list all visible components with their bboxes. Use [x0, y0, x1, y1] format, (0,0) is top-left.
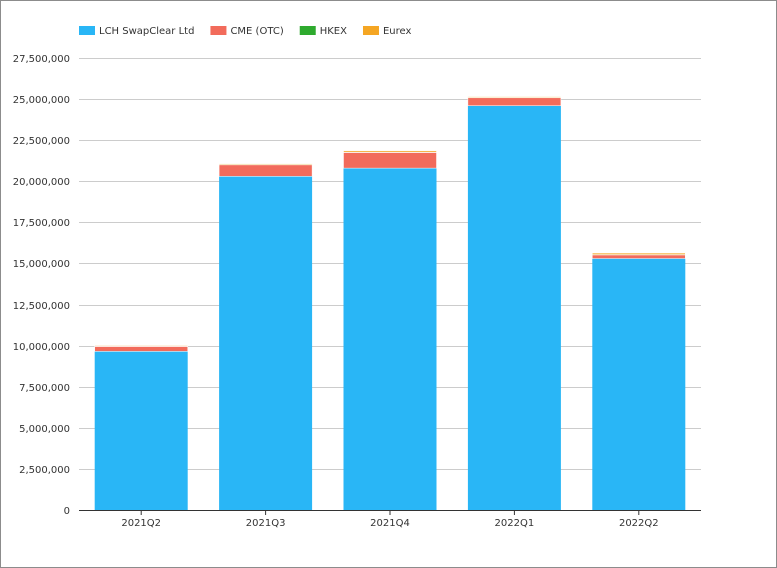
bar-lch-swapclear-ltd-2022q2[interactable]: [592, 258, 686, 510]
y-tick-label-4: 10,000,000: [13, 342, 70, 353]
legend-swatch-1: [210, 26, 227, 35]
bar-lch-swapclear-ltd-2021q3[interactable]: [219, 176, 313, 511]
bar-cme-otc--2022q1[interactable]: [467, 97, 562, 106]
legend-label-1: CME (OTC): [230, 26, 283, 37]
x-tick-label-3: 2022Q1: [495, 518, 535, 529]
y-tick-label-8: 20,000,000: [13, 177, 70, 188]
bars-layer: [94, 96, 686, 511]
y-tick-label-3: 7,500,000: [19, 383, 70, 394]
legend-swatch-0: [79, 26, 95, 35]
x-tick-label-0: 2021Q2: [121, 518, 161, 529]
legend-label-3: Eurex: [383, 26, 412, 37]
x-tick-label-1: 2021Q3: [246, 518, 286, 529]
bar-eurex-2021q2[interactable]: [94, 345, 188, 347]
y-tick-label-5: 12,500,000: [13, 301, 70, 312]
legend-label-0: LCH SwapClear Ltd: [99, 26, 194, 37]
bar-lch-swapclear-ltd-2021q2[interactable]: [94, 351, 188, 510]
legend-item-2[interactable]: HKEX: [299, 26, 347, 37]
bar-cme-otc--2021q2[interactable]: [94, 346, 188, 352]
legend-swatch-3: [362, 26, 379, 35]
legend-label-2: HKEX: [320, 26, 347, 37]
bar-lch-swapclear-ltd-2022q1[interactable]: [467, 105, 561, 510]
bar-eurex-2021q3[interactable]: [218, 163, 313, 165]
y-tick-label-1: 2,500,000: [19, 465, 70, 476]
y-tick-label-10: 25,000,000: [13, 95, 70, 106]
y-tick-label-0: 0: [64, 506, 70, 517]
legend-item-0[interactable]: LCH SwapClear Ltd: [79, 26, 194, 37]
bar-cme-otc--2021q3[interactable]: [218, 164, 313, 177]
legend-swatch-2: [299, 26, 316, 35]
y-tick-label-11: 27,500,000: [13, 54, 70, 65]
bar-cme-otc--2021q4[interactable]: [343, 152, 437, 169]
y-tick-label-7: 17,500,000: [13, 218, 70, 229]
bar-eurex-2022q2[interactable]: [592, 252, 686, 255]
y-tick-label-6: 15,000,000: [13, 259, 70, 270]
legend-item-3[interactable]: Eurex: [362, 26, 412, 37]
bar-eurex-2022q1[interactable]: [467, 96, 562, 98]
bar-lch-swapclear-ltd-2021q4[interactable]: [343, 168, 437, 510]
y-tick-label-9: 22,500,000: [13, 136, 70, 147]
legend-item-1[interactable]: CME (OTC): [210, 26, 284, 37]
x-tick-label-2: 2021Q4: [370, 518, 410, 529]
legend: LCH SwapClear Ltd CME (OTC) HKEX Eurex: [79, 26, 412, 37]
bar-cme-otc--2022q2[interactable]: [592, 254, 686, 259]
y-tick-label-2: 5,000,000: [19, 424, 70, 435]
axis-layer: 0 2,500,000 5,000,000 7,500,000 10,000,000 12…: [13, 54, 701, 529]
bar-eurex-2021q4[interactable]: [343, 150, 437, 153]
x-tick-label-4: 2022Q2: [619, 518, 659, 529]
